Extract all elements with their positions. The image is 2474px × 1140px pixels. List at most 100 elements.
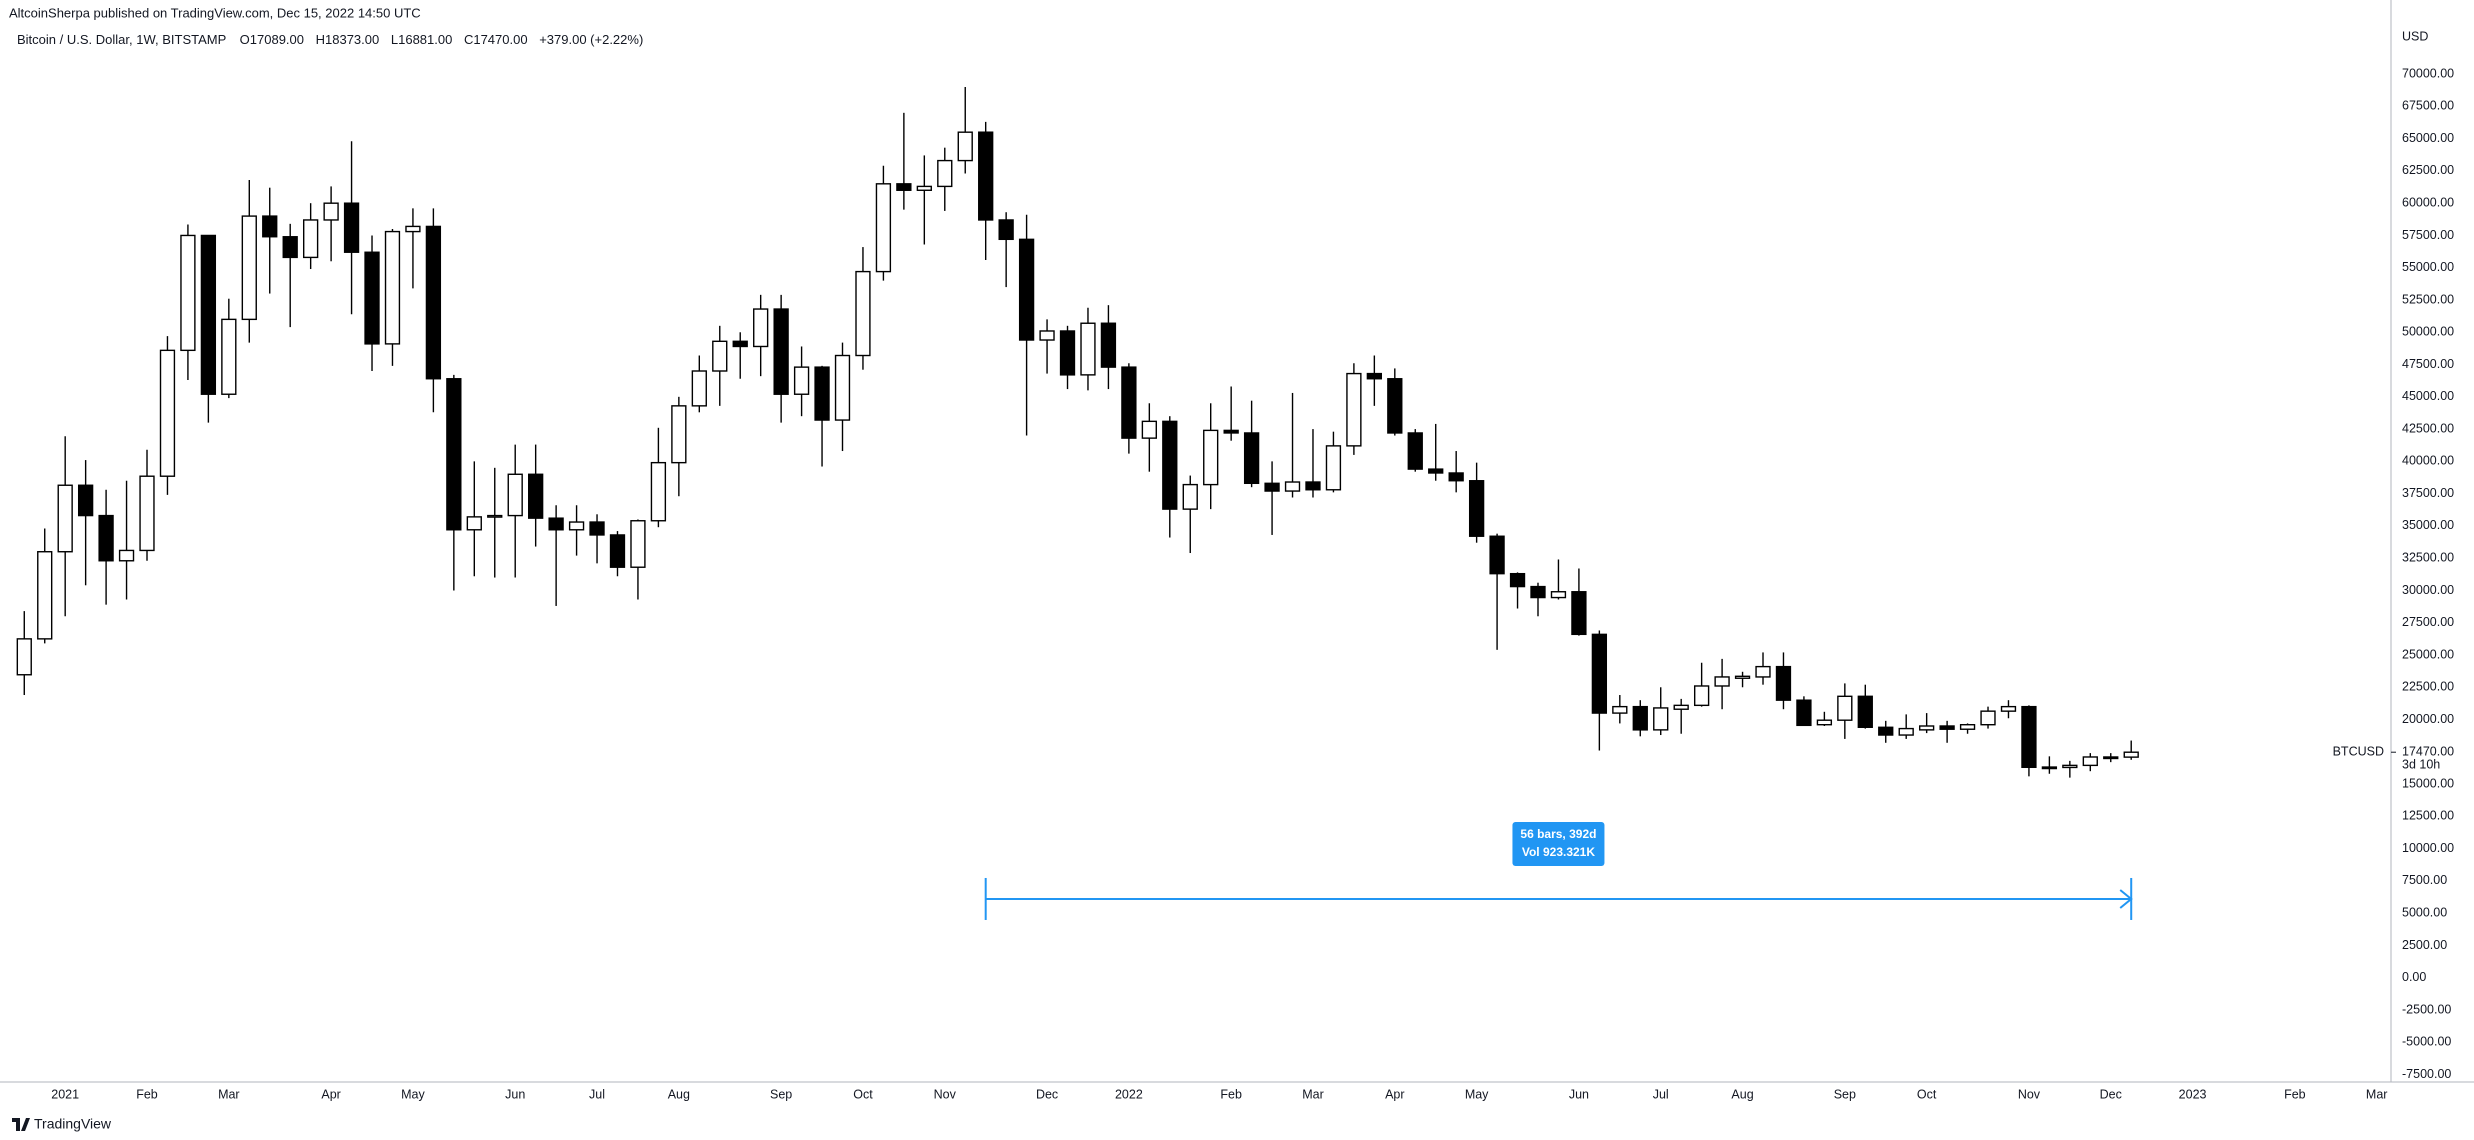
x-tick-label: 2023 [2179, 1087, 2207, 1101]
y-tick-label: 7500.00 [2402, 873, 2447, 887]
candle-body [1141, 420, 1157, 439]
candle-body [1734, 675, 1751, 679]
currency-label: USD [2402, 29, 2428, 43]
y-tick-label: 5000.00 [2402, 905, 2447, 919]
candle-body [37, 551, 53, 640]
candle-body [1182, 483, 1198, 510]
candle-body [1898, 727, 1914, 736]
symbol-label: BTCUSD [2333, 745, 2384, 759]
candle-body [2000, 705, 2017, 712]
candle-body [671, 405, 687, 464]
candle-body [1407, 432, 1423, 470]
x-tick-label: 2021 [51, 1087, 79, 1101]
candle-body [1571, 591, 1587, 636]
candle-body [957, 131, 973, 162]
candle-body [998, 219, 1014, 241]
y-tick-label: 52500.00 [2402, 292, 2454, 306]
y-tick-label: 10000.00 [2402, 841, 2454, 855]
candle-body [1550, 591, 1567, 599]
ohlc-change: +379.00 (+2.22%) [539, 32, 643, 47]
y-tick-label: 45000.00 [2402, 389, 2454, 403]
candle-body [1346, 372, 1362, 447]
candle-body [1223, 429, 1239, 434]
candle-body [793, 366, 810, 395]
ohlc-close: C17470.00 [464, 32, 528, 47]
candle-body [364, 251, 380, 345]
candle-body [568, 521, 585, 531]
y-tick-label: 32500.00 [2402, 550, 2454, 564]
candle-body [2082, 756, 2098, 767]
candle-body [1959, 724, 1976, 730]
y-tick-label: -5000.00 [2402, 1035, 2451, 1049]
candle-body [1468, 480, 1485, 537]
y-tick-label: 2500.00 [2402, 938, 2447, 952]
y-tick-label: 12500.00 [2402, 809, 2454, 823]
candle-body [1673, 704, 1689, 710]
x-tick-label: Apr [321, 1087, 340, 1101]
candle-body [16, 638, 32, 676]
x-tick-label: Nov [934, 1087, 957, 1101]
candle-body [630, 520, 646, 568]
y-tick-label: 0.00 [2402, 970, 2426, 984]
candle-body [302, 219, 319, 259]
y-tick-label: 70000.00 [2402, 66, 2454, 80]
bar-countdown: 3d 10h [2402, 758, 2440, 772]
y-tick-label: 40000.00 [2402, 454, 2454, 468]
candle-body [855, 270, 871, 357]
candle-body [487, 514, 503, 518]
candle-body [1714, 676, 1730, 687]
candle-body [1591, 633, 1608, 714]
candle-body [384, 230, 401, 345]
candle-body [548, 517, 564, 531]
x-tick-label: Feb [2284, 1087, 2306, 1101]
y-tick-label: 30000.00 [2402, 583, 2454, 597]
candle-body [1837, 695, 1853, 721]
x-tick-label: Dec [2100, 1087, 2122, 1101]
candle-body [2062, 764, 2078, 769]
candle-body [1980, 710, 1996, 726]
candle-body [343, 202, 360, 253]
candle-body [937, 159, 953, 188]
x-tick-label: Sep [1834, 1087, 1856, 1101]
candle-body [814, 366, 830, 421]
footer-brand: TradingView [34, 1116, 112, 1132]
candle-body [1243, 432, 1260, 485]
candle-body [57, 484, 73, 553]
candle-body [1919, 725, 1935, 731]
candle-body [77, 484, 94, 517]
candle-body [1796, 699, 1812, 727]
candle-body [200, 234, 217, 395]
candle-body [118, 549, 135, 562]
y-tick-label: 15000.00 [2402, 776, 2454, 790]
x-tick-label: Nov [2018, 1087, 2041, 1101]
x-tick-label: 2022 [1115, 1087, 1143, 1101]
candle-body [282, 236, 298, 259]
candle-body [875, 183, 892, 273]
y-tick-label: 62500.00 [2402, 163, 2454, 177]
candle-body [1878, 726, 1894, 736]
candle-body [1080, 322, 1096, 376]
candle-body [1509, 572, 1526, 588]
candle-body [528, 473, 544, 519]
x-tick-label: Mar [1302, 1087, 1324, 1101]
y-tick-label: 65000.00 [2402, 131, 2454, 145]
candle-body [1284, 481, 1301, 492]
ohlc-low: L16881.00 [391, 32, 452, 47]
candle-body [139, 475, 155, 552]
candle-body [1939, 725, 1955, 730]
candle-body [1203, 429, 1219, 486]
y-tick-label: 25000.00 [2402, 647, 2454, 661]
candle-body [834, 354, 851, 421]
y-tick-label: -7500.00 [2402, 1067, 2451, 1081]
candle-body [691, 370, 707, 407]
x-tick-label: Oct [1917, 1087, 1937, 1101]
x-tick-label: May [401, 1087, 425, 1101]
x-tick-label: Apr [1385, 1087, 1404, 1101]
candle-body [221, 318, 237, 395]
candle-body [1162, 420, 1178, 510]
candle-body [507, 473, 523, 517]
y-tick-label: 60000.00 [2402, 195, 2454, 209]
candle-body [2103, 756, 2119, 760]
candle-body [732, 340, 748, 348]
